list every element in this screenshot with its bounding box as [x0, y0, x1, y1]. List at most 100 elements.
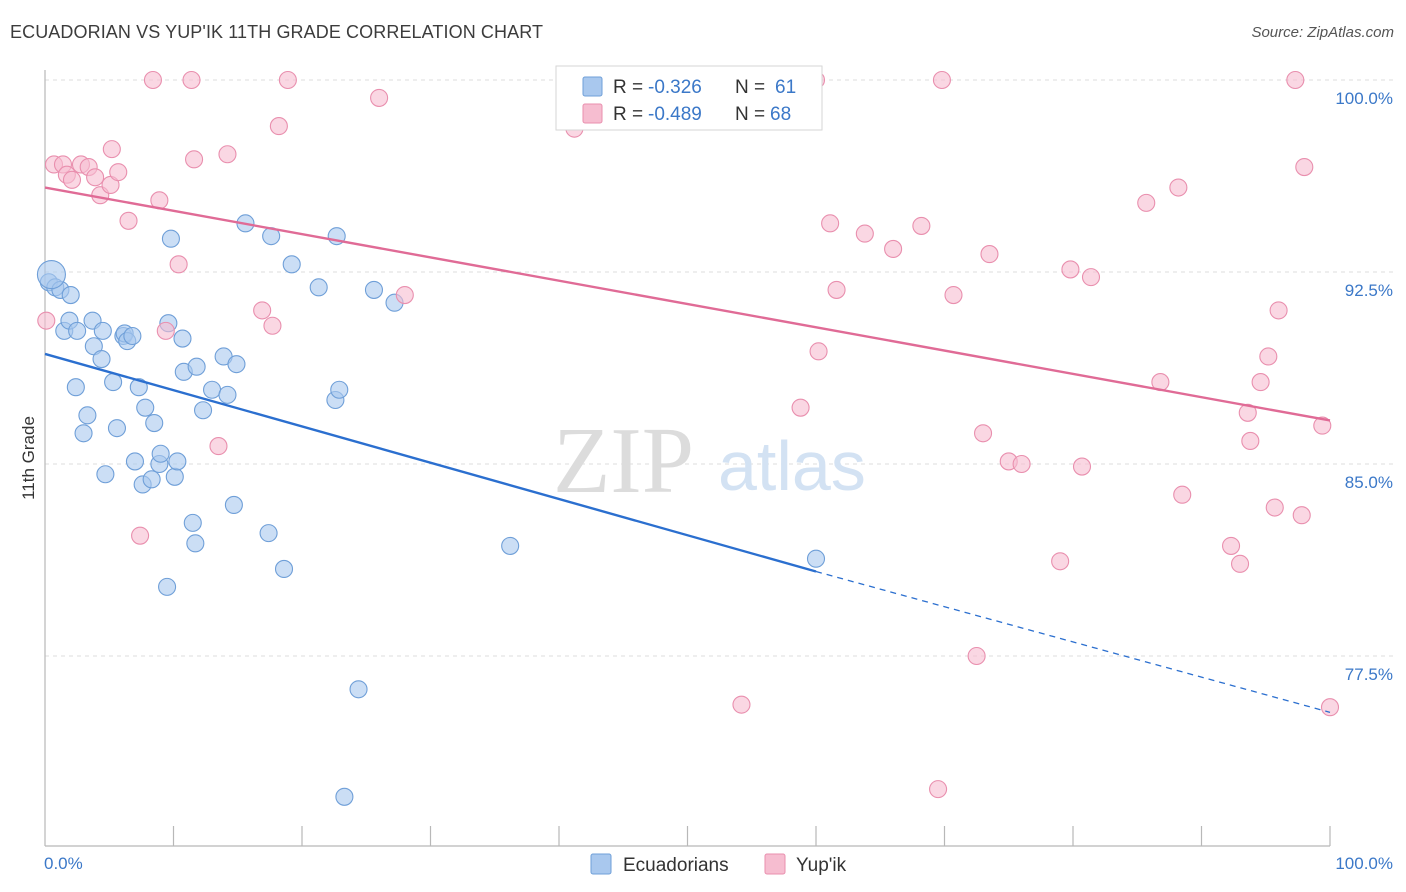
ecuadorians-point-30 — [165, 467, 184, 486]
yupik-point-7 — [86, 168, 105, 187]
ecuadorians-point-12 — [93, 321, 112, 340]
yupik-point-20 — [209, 437, 228, 456]
yupik-point-44 — [980, 245, 999, 264]
yupik-point-14 — [143, 70, 162, 90]
stats-n-label-ecuadorians: N = — [735, 77, 765, 98]
trend-line-yupik — [44, 186, 1331, 422]
yupik-point-64 — [1292, 506, 1311, 525]
ecuadorians-point-54 — [364, 280, 384, 299]
grid-lines — [45, 79, 1395, 657]
yupik-point-19 — [185, 150, 204, 169]
ecuadorians-point-22 — [136, 398, 155, 417]
yupik-point-31 — [791, 398, 810, 417]
yupik-point-35 — [827, 280, 846, 299]
chart-source: Source: ZipAtlas.com — [1251, 24, 1394, 41]
ecuadorians-point-46 — [274, 559, 294, 579]
ecuadorians-point-19 — [125, 452, 144, 471]
yupik-point-53 — [1169, 178, 1188, 197]
yupik-point-46 — [1012, 454, 1031, 474]
ecuadorians-point-5 — [68, 321, 87, 340]
ecuadorians-point-57 — [806, 549, 826, 568]
stats-r-value-ecuadorians: -0.326 — [648, 77, 702, 98]
ecuadorians-point-29 — [161, 229, 180, 248]
yupik-point-61 — [1265, 498, 1284, 517]
ecuadorians-point-20 — [129, 378, 148, 397]
ecuadorians-point-42 — [224, 495, 243, 515]
ecuadorians-point-37 — [194, 401, 213, 420]
ecuadorians-point-7 — [74, 424, 93, 443]
ecuadorians-point-44 — [259, 524, 278, 543]
yupik-point-48 — [1061, 260, 1080, 279]
yupik-point-60 — [1259, 347, 1278, 366]
yupik-point-59 — [1251, 373, 1270, 392]
yupik-point-30 — [732, 695, 751, 714]
trend-line-ecuadorians-extension — [815, 570, 1331, 713]
yupik-point-57 — [1238, 403, 1257, 422]
ecuadorians-point-8 — [78, 406, 97, 425]
ecuadorians-point-41 — [227, 355, 246, 374]
yupik-point-10 — [102, 140, 121, 159]
yupik-point-22 — [253, 301, 272, 320]
yupik-point-47 — [1051, 552, 1070, 571]
stats-r-label-yupik: R = — [613, 104, 643, 125]
yupik-point-43 — [973, 424, 993, 443]
yupik-point-39 — [929, 780, 948, 799]
ecuadorians-point-52 — [335, 787, 354, 806]
ecuadorians-point-24 — [145, 413, 164, 433]
yupik-point-56 — [1231, 554, 1250, 573]
y-tick-label-2: 92.5% — [1345, 281, 1393, 300]
watermark-zip: ZIP — [553, 409, 694, 513]
yupik-point-66 — [1313, 416, 1332, 435]
stats-legend: R = -0.326 N = 61 R = -0.489 N = 68 — [555, 65, 823, 131]
yupik-point-17 — [169, 255, 188, 274]
yupik-point-38 — [912, 216, 931, 235]
trend-lines — [44, 186, 1331, 713]
ecuadorians-point-59 — [123, 326, 142, 346]
ecuadorians-point-47 — [282, 255, 301, 274]
ecuadorians-point-48 — [309, 278, 328, 297]
yupik-point-65 — [1295, 157, 1314, 177]
yupik-point-26 — [370, 88, 389, 107]
stats-legend-swatch-ecuadorians — [582, 76, 603, 97]
yupik-point-11 — [109, 163, 128, 182]
yupik-point-13 — [131, 526, 150, 545]
legend-label-ecuadorians: Ecuadorians — [623, 855, 729, 876]
ecuadorians-point-56 — [501, 536, 520, 555]
yupik-point-12 — [119, 211, 138, 230]
yupik-point-42 — [967, 646, 986, 666]
ecuadorians-point-27 — [158, 577, 177, 596]
x-tick-label-min: 0.0% — [44, 854, 83, 873]
ecuadorians-point-6 — [66, 378, 85, 397]
stats-r-label-ecuadorians: R = — [613, 77, 643, 98]
legend-swatch-yupik — [764, 853, 786, 875]
ecuadorians-point-51 — [330, 380, 349, 399]
watermark-atlas: atlas — [718, 427, 866, 505]
ecuadorians-point-36 — [187, 357, 206, 376]
watermark: ZIP atlas — [553, 409, 866, 513]
ecuadorians-point-11 — [92, 349, 111, 369]
stats-n-label-yupik: N = — [735, 104, 765, 125]
ecuadorians-point-13 — [96, 465, 115, 484]
yupik-point-16 — [156, 321, 175, 340]
ecuadorians-point-35 — [186, 534, 205, 553]
yupik-point-36 — [855, 224, 874, 243]
yupik-point-54 — [1173, 485, 1192, 504]
yupik-point-63 — [1286, 70, 1305, 90]
bottom-legend: Ecuadorians Yup'ik — [590, 853, 847, 876]
ecuadorians-point-34 — [183, 513, 202, 532]
trend-line-ecuadorians — [44, 352, 817, 573]
chart-title: ECUADORIAN VS YUP'IK 11TH GRADE CORRELAT… — [10, 22, 544, 42]
ecuadorians-point-23 — [142, 470, 161, 489]
ecuadorians-point-60 — [36, 260, 66, 290]
y-tick-label-0: 77.5% — [1345, 665, 1393, 684]
ecuadorians-point-14 — [104, 373, 123, 392]
x-axis-ticks — [172, 826, 1331, 846]
yupik-point-67 — [1320, 698, 1340, 717]
yupik-point-33 — [809, 342, 828, 361]
ecuadorians-point-40 — [218, 385, 237, 404]
yupik-point-40 — [932, 70, 951, 90]
yupik-point-49 — [1072, 457, 1092, 476]
yupik-point-34 — [821, 214, 840, 233]
series-ecuadorians-points — [36, 214, 826, 806]
yupik-point-0 — [37, 311, 56, 330]
